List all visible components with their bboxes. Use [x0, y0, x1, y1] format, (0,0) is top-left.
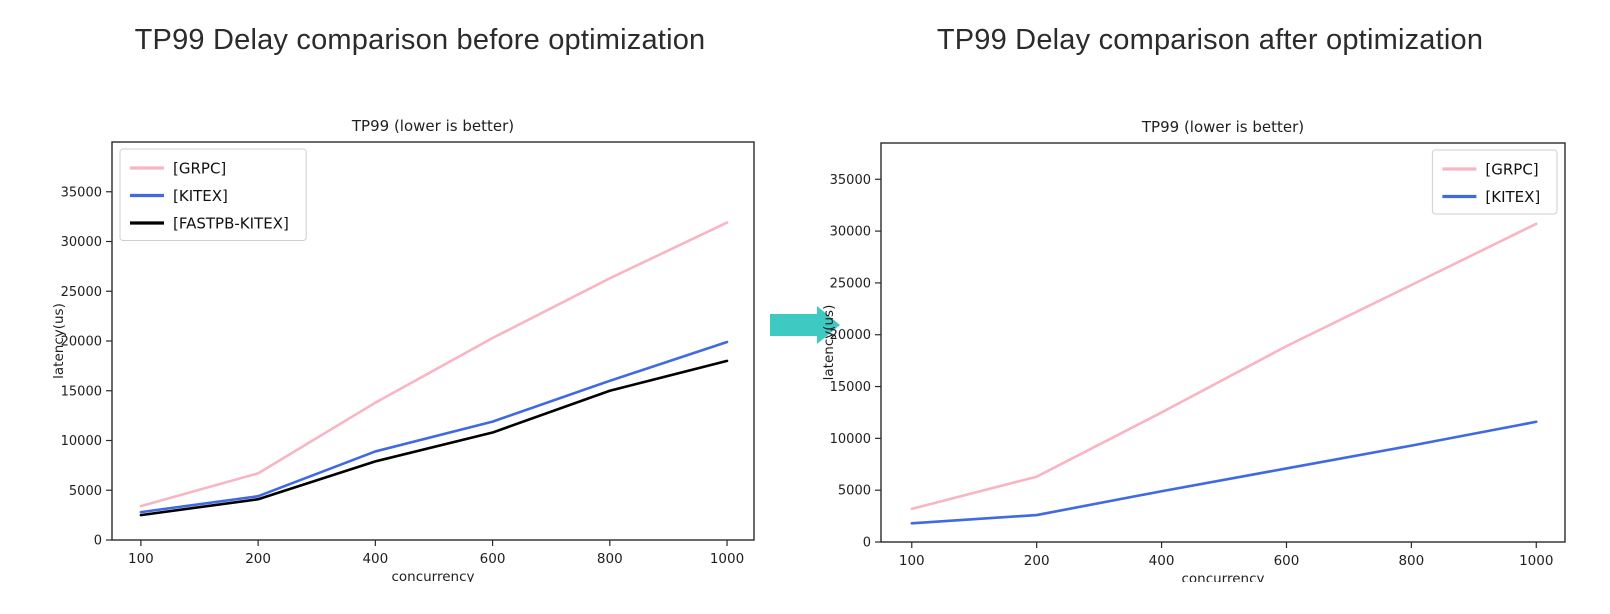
- after-heading: TP99 Delay comparison after optimization: [936, 24, 1484, 56]
- x-tick-label: 100: [128, 551, 154, 567]
- x-tick-label: 600: [1274, 553, 1300, 569]
- x-tick-label: 800: [597, 551, 623, 567]
- series-line-kitex: [139, 340, 729, 514]
- after-chart: 0 5000 10000 15000 20000 25000 30000 35000 100 20…: [821, 118, 1566, 582]
- y-tick-label: 10000: [61, 434, 102, 449]
- x-tick-label: 1000: [1519, 553, 1553, 569]
- series-line-kitex: [910, 420, 1538, 525]
- x-tick-label: 200: [1024, 553, 1050, 569]
- y-tick-label: 25000: [830, 276, 871, 291]
- y-tick-label: 0: [94, 534, 102, 549]
- y-tick-label: 0: [863, 536, 871, 551]
- transform-arrow: [770, 306, 840, 344]
- x-tick-label: 400: [362, 551, 388, 567]
- before-chart: 0 5000 10000 15000 20000 25000 30000 35000 100 20…: [51, 117, 755, 582]
- series-line-grpc: [910, 222, 1538, 511]
- y-tick-label: 15000: [830, 380, 871, 395]
- y-tick-label: 20000: [61, 335, 102, 350]
- series-line-fastpb-kitex: [139, 359, 729, 517]
- series-line-grpc: [139, 221, 729, 508]
- y-tick-label: 30000: [830, 225, 871, 240]
- x-tick-label: 600: [480, 551, 506, 567]
- legend-label: [KITEX]: [1485, 188, 1540, 206]
- plot-frame: [880, 142, 1566, 543]
- x-tick-label: 1000: [710, 551, 744, 567]
- y-tick-label: 15000: [61, 384, 102, 399]
- y-tick-label: 5000: [69, 484, 102, 499]
- y-tick-label: 35000: [830, 173, 871, 188]
- y-tick-label: 5000: [838, 484, 871, 499]
- x-tick-label: 400: [1149, 553, 1175, 569]
- y-axis-label: latency(us): [821, 305, 837, 381]
- x-tick-label: 200: [245, 551, 271, 567]
- legend-label: [FASTPB-KITEX]: [173, 215, 289, 233]
- x-tick-label: 800: [1398, 553, 1424, 569]
- chart-title: TP99 (lower is better): [351, 117, 514, 135]
- y-tick-label: 35000: [61, 185, 102, 200]
- y-tick-label: 25000: [61, 285, 102, 300]
- x-tick-label: 100: [899, 553, 925, 569]
- before-heading: TP99 Delay comparison before optimizatio…: [134, 24, 706, 56]
- y-axis-label: latency(us): [51, 303, 67, 379]
- chart-title: TP99 (lower is better): [1141, 118, 1304, 136]
- y-tick-label: 30000: [61, 235, 102, 250]
- right-arrow-shape: [770, 306, 840, 344]
- x-axis-label: concurrency: [391, 569, 474, 582]
- legend-box: [119, 148, 307, 241]
- y-tick-label: 20000: [830, 328, 871, 343]
- legend-label: [KITEX]: [173, 187, 228, 205]
- right-arrow-icon: [770, 306, 840, 344]
- y-tick-label: 10000: [830, 432, 871, 447]
- legend-label: [GRPC]: [1485, 161, 1538, 179]
- x-axis-label: concurrency: [1181, 571, 1264, 582]
- legend-label: [GRPC]: [173, 160, 226, 178]
